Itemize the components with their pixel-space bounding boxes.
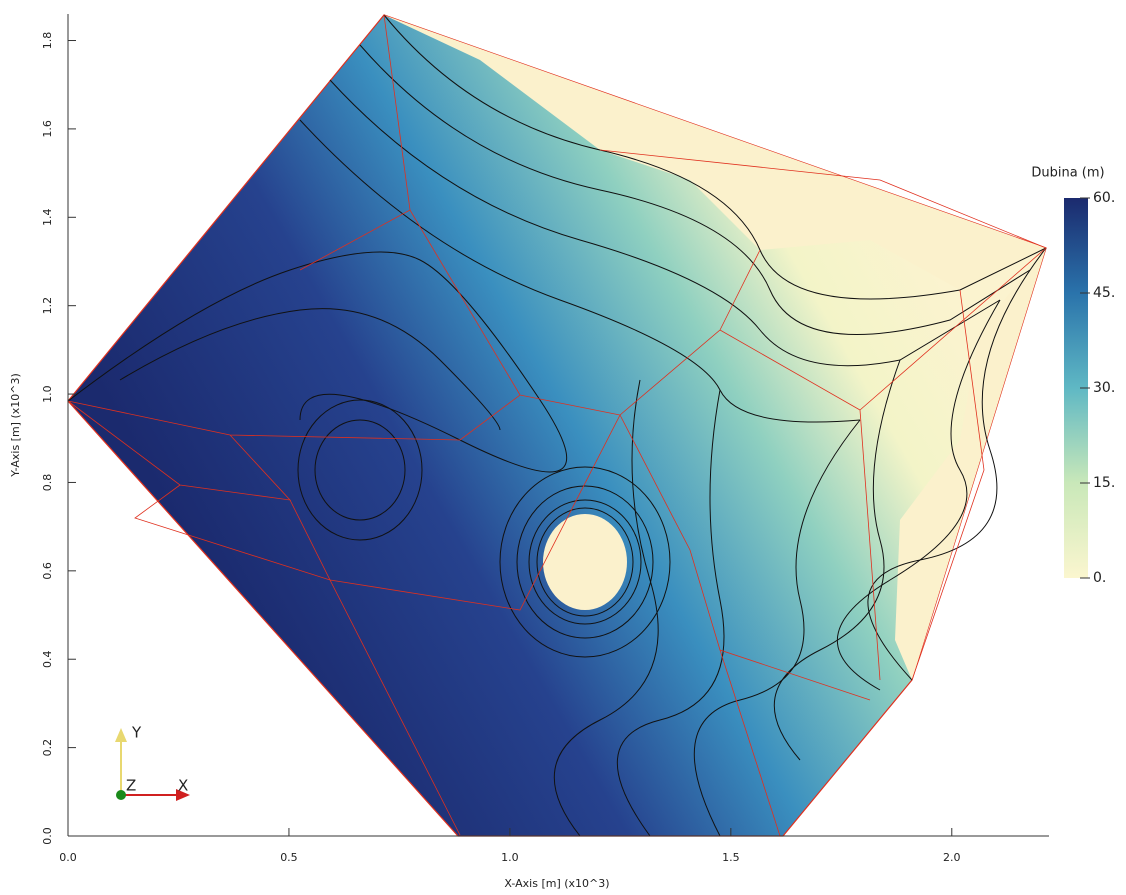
triad-x-head [176, 789, 190, 801]
mesh-edges [67, 14, 1047, 837]
triad-y-head [115, 728, 127, 742]
shore-zone [895, 248, 1046, 680]
triad-y-label: Y [131, 724, 142, 742]
colorbar-tick-label: 45. [1093, 285, 1115, 301]
y-tick-label: 1.2 [41, 297, 54, 315]
x-tick-label: 2.0 [943, 851, 961, 864]
y-axis-label: Y-Axis [m] (x10^3) [9, 373, 22, 478]
colorbar-tick-label: 15. [1093, 475, 1115, 491]
x-axis-label: X-Axis [m] (x10^3) [504, 877, 609, 890]
y-tick-label: 1.6 [41, 120, 54, 138]
y-tick-label: 0.6 [41, 562, 54, 580]
orientation-triad: Y Z X [115, 724, 190, 801]
y-tick-label: 0.2 [41, 739, 54, 757]
island [543, 514, 627, 610]
contours [67, 14, 1047, 837]
colorbar-title: Dubina (m) [1031, 166, 1104, 181]
y-tick-label: 1.8 [41, 32, 54, 50]
triad-z-label: Z [126, 777, 136, 795]
mesh [67, 14, 1047, 837]
x-tick-label: 1.5 [722, 851, 740, 864]
colorbar-tick-label: 60. [1093, 190, 1115, 206]
y-tick-label: 0.4 [41, 650, 54, 668]
y-tick-label: 0.0 [41, 827, 54, 845]
axes: X-Axis [m] (x10^3) Y-Axis [m] (x10^3) 0.… [9, 14, 1049, 890]
x-tick-label: 0.0 [59, 851, 77, 864]
domain [67, 14, 1047, 837]
triad-x-label: X [178, 777, 188, 795]
x-tick-label: 1.0 [501, 851, 519, 864]
x-tick-label: 0.5 [280, 851, 298, 864]
colorbar: Dubina (m) [1031, 166, 1105, 578]
y-tick-label: 1.4 [41, 209, 54, 227]
shore-zone [384, 15, 1046, 290]
colorbar-tick-label: 0. [1093, 570, 1106, 586]
y-tick-label: 1.0 [41, 385, 54, 403]
triad-z [116, 790, 126, 800]
y-tick-label: 0.8 [41, 474, 54, 492]
colorbar-tick-label: 30. [1093, 380, 1115, 396]
